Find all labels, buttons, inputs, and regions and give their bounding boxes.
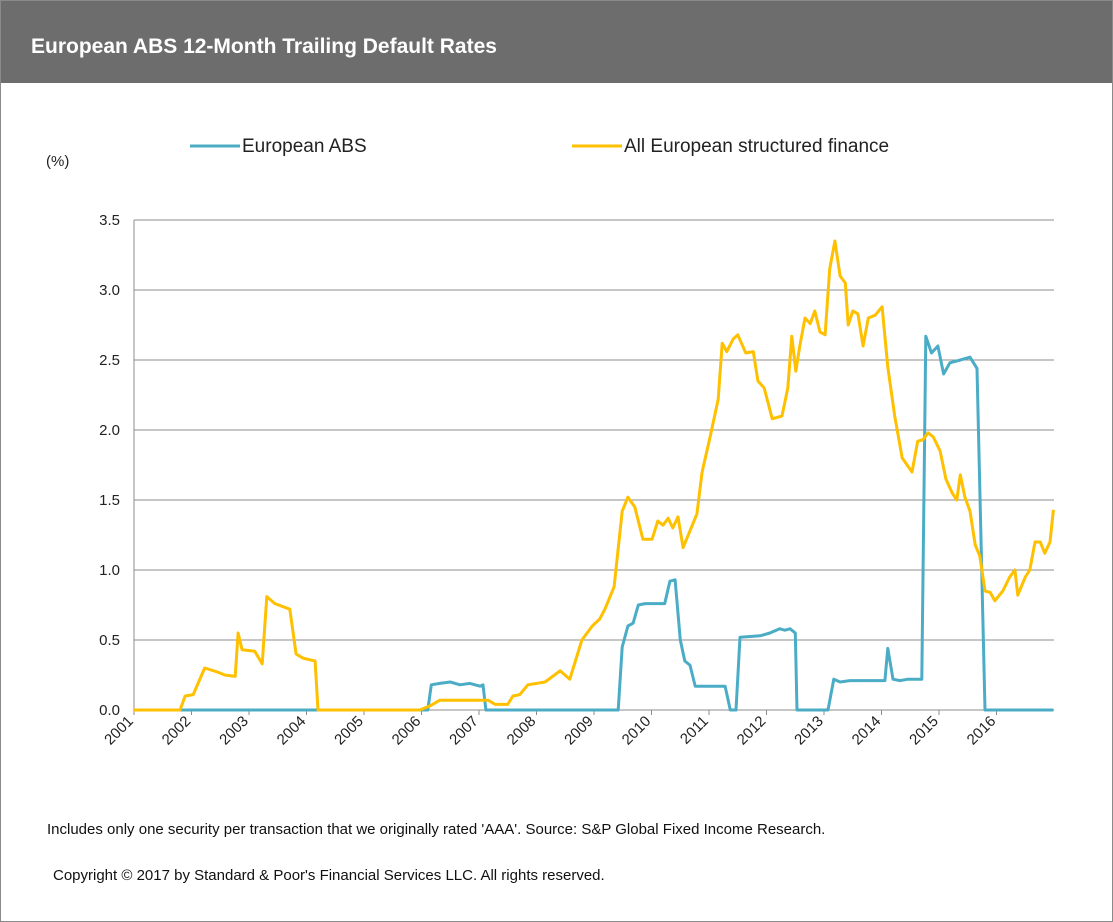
y-tick-label: 3.0 <box>99 282 120 299</box>
y-tick-label: 0.0 <box>99 702 120 719</box>
y-tick-label: 1.5 <box>99 492 120 509</box>
y-tick-label: 1.0 <box>99 562 120 579</box>
x-tick-label: 2006 <box>389 713 425 749</box>
x-tick-label: 2013 <box>791 713 827 749</box>
y-tick-label: 2.0 <box>99 422 120 439</box>
y-tick-label: 0.5 <box>99 632 120 649</box>
x-tick-label: 2015 <box>906 713 942 749</box>
chart-title: European ABS 12-Month Trailing Default R… <box>31 35 497 58</box>
series-line <box>134 334 1054 712</box>
y-tick-label: 3.5 <box>99 212 120 229</box>
legend-label: European ABS <box>242 136 367 157</box>
x-tick-label: 2004 <box>274 713 310 749</box>
y-unit: (%) <box>46 153 69 170</box>
legend-label: All European structured finance <box>624 136 889 157</box>
x-tick-label: 2016 <box>964 713 1000 749</box>
x-tick-label: 2003 <box>216 713 252 749</box>
x-tick-label: 2009 <box>561 713 597 749</box>
x-tick-label: 2005 <box>331 713 367 749</box>
x-tick-label: 2011 <box>677 713 712 748</box>
series-line <box>134 239 1055 712</box>
x-tick-label: 2012 <box>734 713 770 749</box>
x-tick-label: 2014 <box>849 713 885 749</box>
copyright-note: Copyright © 2017 by Standard & Poor's Fi… <box>53 867 605 884</box>
x-tick-label: 2002 <box>159 713 195 749</box>
header-bar: European ABS 12-Month Trailing Default R… <box>1 1 1112 83</box>
x-tick-label: 2008 <box>504 713 540 749</box>
source-note: Includes only one security per transacti… <box>47 821 826 838</box>
x-tick-label: 2007 <box>446 713 482 749</box>
y-tick-label: 2.5 <box>99 352 120 369</box>
x-tick-label: 2010 <box>619 713 655 749</box>
